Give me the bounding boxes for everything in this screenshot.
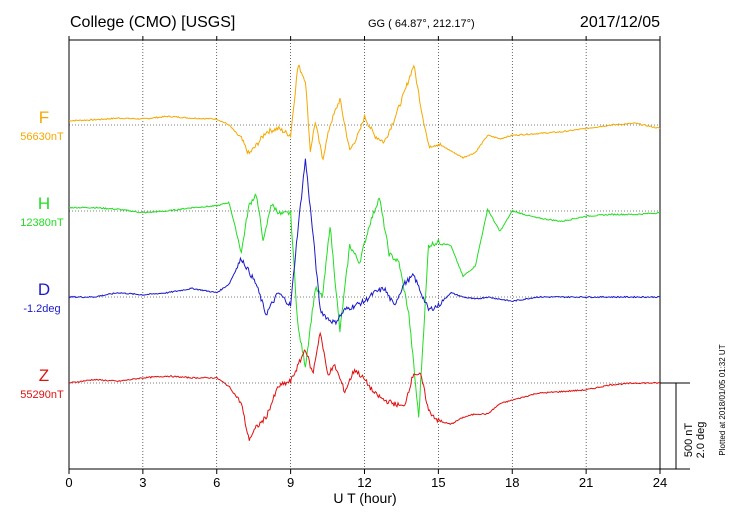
series-labels: F 56630nT H 12380nT D -1.2deg Z 55290nT xyxy=(20,108,64,401)
x-tick-label-21: 21 xyxy=(579,475,593,490)
x-axis-label: U T (hour) xyxy=(333,490,396,506)
scale-bar: 500 nT 2.0 deg xyxy=(660,382,707,470)
series-line-D xyxy=(68,158,661,326)
scale-label-deg: 2.0 deg xyxy=(695,422,707,459)
vertical-grid xyxy=(142,40,587,469)
x-tick-label-18: 18 xyxy=(505,475,519,490)
x-tick-label-12: 12 xyxy=(357,475,371,490)
series-baseline-Z: 55290nT xyxy=(20,389,64,401)
series-line-H xyxy=(68,193,660,418)
station-title: College (CMO) [USGS] xyxy=(70,14,235,31)
x-axis-ticks: 0 3 6 9 12 15 18 21 24 xyxy=(65,36,667,490)
x-tick-label-24: 24 xyxy=(653,475,667,490)
series-name-D: D xyxy=(38,280,50,299)
series-layer xyxy=(68,64,661,441)
x-tick-label-6: 6 xyxy=(213,475,220,490)
scale-label-nt: 500 nT xyxy=(683,423,695,458)
plotted-timestamp: Plotted at 2018/01/05 01:32 UT xyxy=(718,344,727,455)
geographic-coords: GG ( 64.87°, 212.17°) xyxy=(368,18,475,30)
plot-frame xyxy=(68,39,661,470)
series-baseline-F: 56630nT xyxy=(20,131,64,143)
series-line-F xyxy=(68,64,661,161)
series-name-F: F xyxy=(39,108,49,127)
series-line-Z xyxy=(68,331,661,441)
x-tick-label-9: 9 xyxy=(287,475,294,490)
series-baseline-D: -1.2deg xyxy=(23,303,60,315)
series-name-H: H xyxy=(38,194,50,213)
series-name-Z: Z xyxy=(39,366,49,385)
chart-date: 2017/12/05 xyxy=(580,14,660,31)
x-tick-label-0: 0 xyxy=(65,475,72,490)
x-tick-label-15: 15 xyxy=(431,475,445,490)
series-baseline-H: 12380nT xyxy=(20,217,64,229)
x-tick-label-3: 3 xyxy=(139,475,146,490)
